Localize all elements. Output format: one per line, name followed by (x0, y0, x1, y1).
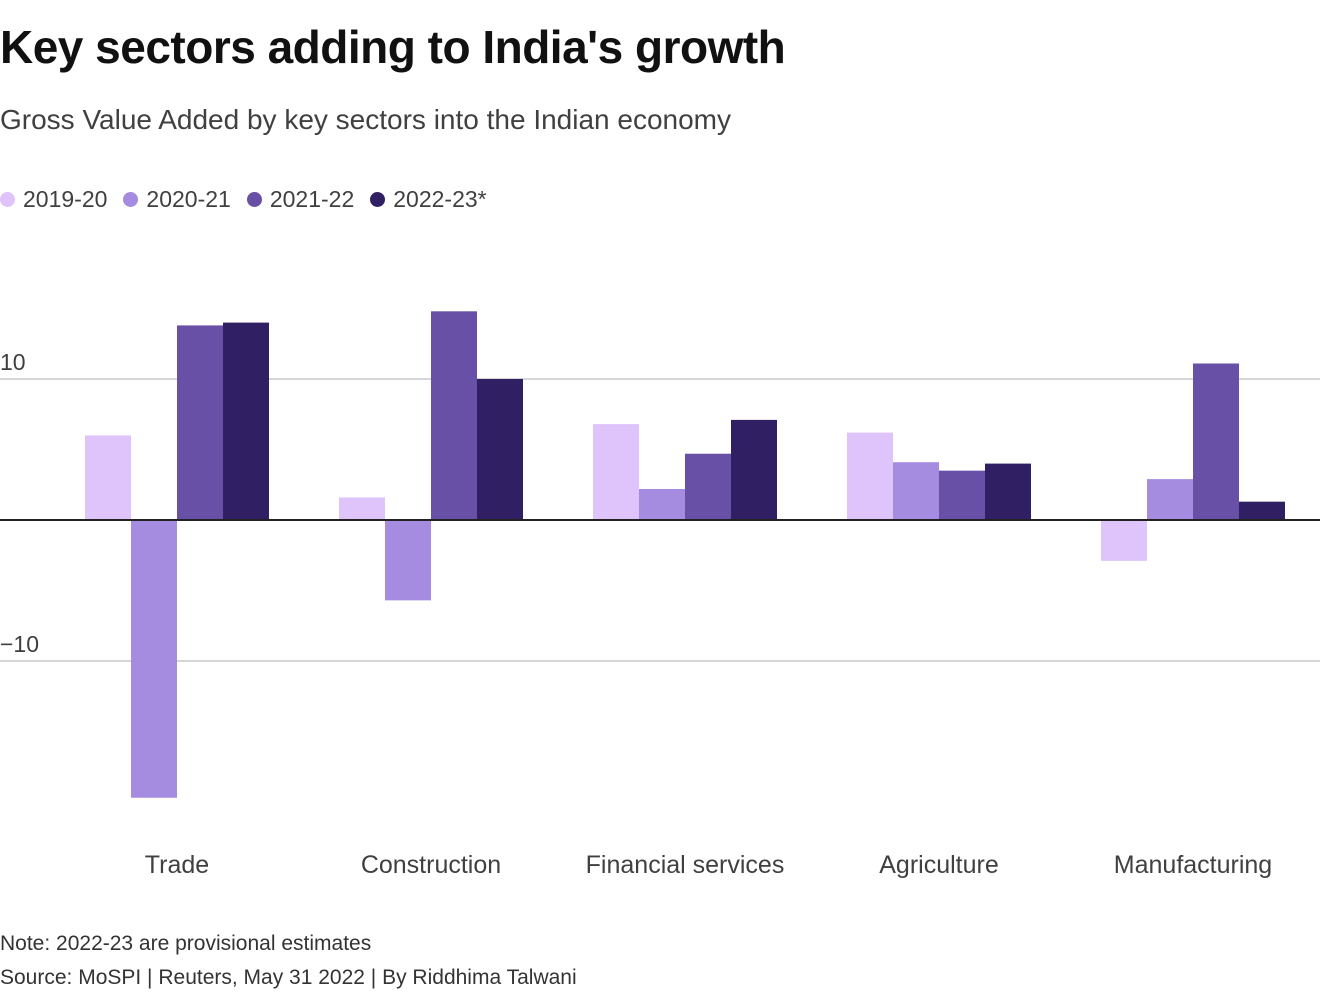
bar-agriculture-2019-20 (847, 432, 893, 520)
legend-item-2019-20: 2019-20 (0, 186, 107, 213)
bar-agriculture-2020-21 (893, 462, 939, 520)
bar-agriculture-2021-22 (939, 470, 985, 520)
legend-label-2022-23: 2022-23* (393, 186, 487, 212)
legend-label-2020-21: 2020-21 (146, 186, 231, 212)
bar-trade-2022-23 (223, 322, 269, 520)
legend-label-2019-20: 2019-20 (23, 186, 108, 212)
bar-construction-2022-23 (477, 379, 523, 520)
legend-label-2021-22: 2021-22 (269, 186, 355, 212)
legend-dot-2022-23 (370, 192, 386, 207)
legend-item-2021-22: 2021-22 (246, 186, 355, 213)
bar-trade-2019-20 (85, 435, 131, 520)
y-tick-label-0: 10 (0, 349, 26, 375)
bar-financial-services-2021-22 (685, 453, 731, 520)
chart-title: Key sectors adding to India's growth (0, 21, 786, 73)
chart-subtitle: Gross Value Added by key sectors into th… (0, 104, 732, 135)
x-category-label-4: Manufacturing (1114, 851, 1272, 879)
bar-trade-2021-22 (177, 325, 223, 520)
bar-manufacturing-2021-22 (1193, 363, 1239, 520)
footnote: Note: 2022-23 are provisional estimates (0, 932, 372, 955)
source-line: Source: MoSPI | Reuters, May 31 2022 | B… (0, 966, 577, 989)
bar-manufacturing-2019-20 (1101, 520, 1147, 561)
x-category-label-0: Trade (145, 851, 209, 879)
legend-item-2022-23: 2022-23* (370, 186, 487, 213)
bar-manufacturing-2020-21 (1147, 479, 1193, 520)
bar-financial-services-2019-20 (593, 424, 639, 520)
x-category-label-1: Construction (361, 851, 501, 879)
legend-dot-2021-22 (246, 192, 262, 207)
legend-dot-2020-21 (123, 192, 139, 207)
bar-financial-services-2022-23 (731, 419, 777, 520)
bar-trade-2020-21 (131, 520, 177, 798)
x-category-label-2: Financial services (586, 851, 785, 879)
bar-financial-services-2020-21 (639, 488, 685, 520)
bar-chart: 10 −10 Trade Construction Financial services… (0, 311, 1320, 879)
bar-manufacturing-2022-23 (1239, 501, 1285, 520)
legend: 2019-20 2020-21 2021-22 2022-23* (0, 186, 503, 213)
y-tick-label-1: −10 (0, 631, 39, 657)
bar-construction-2019-20 (339, 497, 385, 520)
x-category-label-3: Agriculture (879, 851, 999, 879)
legend-dot-2019-20 (0, 192, 15, 207)
bar-construction-2021-22 (431, 311, 477, 520)
bar-construction-2020-21 (385, 520, 431, 601)
bar-agriculture-2022-23 (985, 463, 1031, 520)
legend-item-2020-21: 2020-21 (123, 186, 231, 213)
